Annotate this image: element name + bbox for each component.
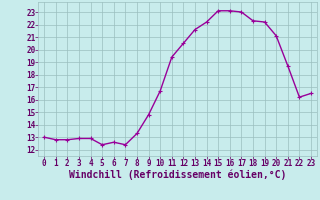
- X-axis label: Windchill (Refroidissement éolien,°C): Windchill (Refroidissement éolien,°C): [69, 169, 286, 180]
